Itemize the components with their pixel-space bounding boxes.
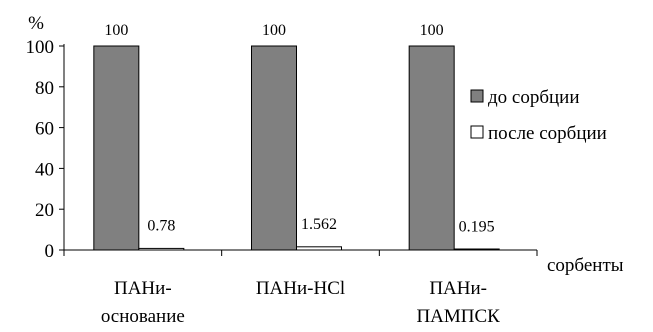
y-ticks: 0 20 40 60 80 100 [26,37,538,262]
data-labels: 100 0.78 100 1.562 100 0.195 [104,22,494,236]
y-axis-label: % [28,13,44,34]
data-label: 0.78 [147,217,175,234]
bar-before [408,45,455,251]
legend-label-after: после сорбции [488,123,607,144]
y-tick-label: 60 [35,119,54,140]
legend-label-before: до сорбции [488,87,580,108]
category-labels: ПАНи-основание ПАНи-HCl ПАНи- ПАМПСК [101,278,500,327]
y-tick-label: 80 [35,78,54,99]
y-tick-label: 40 [35,159,54,180]
category-label: основание [101,306,185,327]
data-label: 1.562 [301,216,337,233]
x-axis-label: сорбенты [547,255,624,276]
category-label: ПАНи-HCl [256,278,345,299]
legend: до сорбции после сорбции [470,87,607,144]
data-label: 100 [104,22,128,39]
bar-before [251,45,297,251]
legend-swatch-before [470,89,484,103]
bar-before [93,45,140,251]
y-tick-label: 20 [35,200,54,221]
y-tick-label: 100 [26,37,55,58]
category-label: ПАМПСК [416,306,500,327]
data-label: 100 [420,22,444,39]
category-label: ПАНи- [429,278,487,299]
legend-swatch-after [470,125,484,139]
category-label: ПАНи- [114,278,172,299]
y-tick-label: 0 [45,241,55,262]
data-label: 100 [262,22,286,39]
data-label: 0.195 [459,219,495,236]
